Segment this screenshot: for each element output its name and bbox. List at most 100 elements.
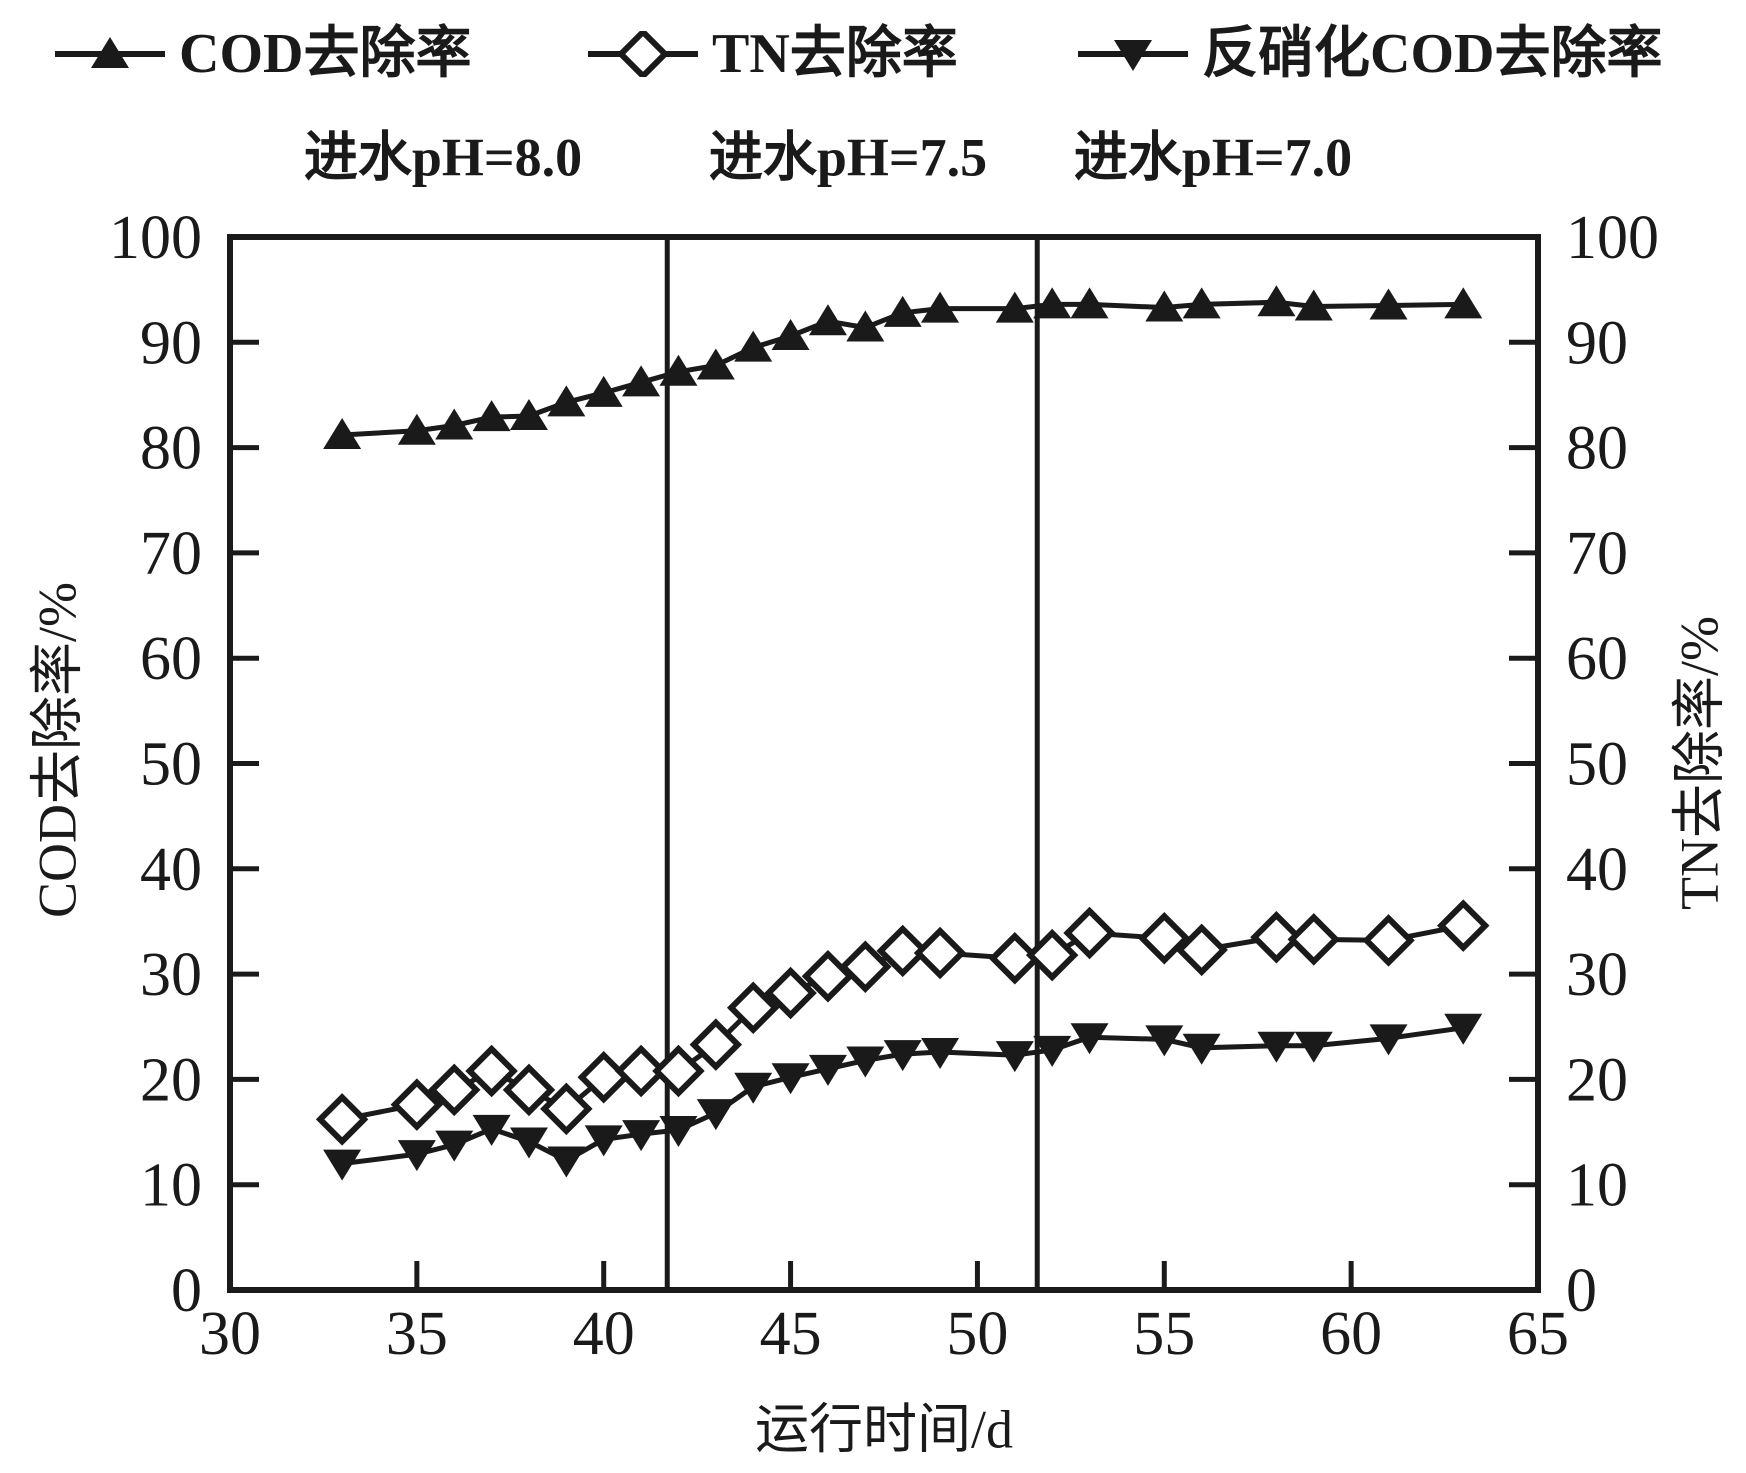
diamond-marker-icon xyxy=(502,1063,556,1117)
diamond-marker-icon xyxy=(1175,923,1228,977)
diamond-marker-icon xyxy=(1250,911,1303,964)
y-tick-label-left: 50 xyxy=(140,731,202,799)
series-markers-0 xyxy=(323,285,1483,449)
cod-series-legend-marker-icon xyxy=(55,37,165,68)
legend-item-cod: COD去除率 xyxy=(55,26,471,82)
triangle-down-marker-icon xyxy=(1444,1013,1483,1045)
y-tick-label-left: 100 xyxy=(109,204,202,272)
tn-series-legend-marker-icon xyxy=(588,31,698,77)
diamond-marker-icon xyxy=(764,966,817,1020)
y-tick-label-right: 90 xyxy=(1566,309,1628,377)
diamond-marker-icon xyxy=(1287,913,1341,966)
diamond-marker-icon xyxy=(726,981,780,1035)
y-tick-label-left: 10 xyxy=(140,1152,202,1220)
triangle-down-marker-icon xyxy=(846,1046,885,1078)
triangle-down-marker-icon xyxy=(995,1041,1034,1073)
triangle-up-marker-icon xyxy=(846,310,885,342)
triangle-up-marker-icon xyxy=(584,375,623,407)
series-markers-1 xyxy=(315,899,1490,1146)
triangle-up-marker-icon xyxy=(323,417,362,449)
triangle-down-marker-icon xyxy=(1257,1031,1296,1063)
y-tick-label-left: 80 xyxy=(140,415,202,483)
tn-series-legend-label: TN去除率 xyxy=(712,23,958,85)
diamond-marker-icon xyxy=(540,1082,593,1136)
triangle-up-marker-icon xyxy=(1182,287,1221,319)
y-tick-label-right: 60 xyxy=(1566,625,1628,693)
denitrification-cod-series-legend-label: 反硝化COD去除率 xyxy=(1202,23,1663,85)
y-tick-label-left: 20 xyxy=(140,1046,202,1114)
triangle-up-marker-icon xyxy=(734,330,773,362)
diamond-marker-icon xyxy=(1138,912,1191,965)
triangle-up-marker-icon xyxy=(995,291,1034,323)
y-axis-title-right: TN去除率/% xyxy=(1669,616,1730,910)
diamond-marker-icon xyxy=(390,1078,444,1131)
diamond-marker-icon xyxy=(315,1093,369,1146)
triangle-up-marker-icon xyxy=(509,399,548,431)
diamond-marker-icon xyxy=(1063,906,1116,960)
triangle-up-marker-icon xyxy=(1257,285,1296,317)
plot-frame xyxy=(227,234,1541,1293)
y-tick-label-left: 60 xyxy=(140,625,202,693)
triangle-down-marker-icon xyxy=(1114,40,1152,71)
diamond-marker-icon xyxy=(614,1044,668,1098)
triangle-up-marker-icon xyxy=(622,365,661,397)
y-tick-label-right: 30 xyxy=(1566,941,1628,1009)
x-axis-title: 运行时间/d xyxy=(754,1399,1014,1460)
triangle-up-marker-icon xyxy=(1145,290,1184,322)
triangle-up-marker-icon xyxy=(696,348,735,380)
y-tick-label-left: 90 xyxy=(140,309,202,377)
diamond-marker-icon xyxy=(616,31,670,77)
triangle-down-marker-icon xyxy=(1294,1031,1333,1063)
y-tick-label-right: 0 xyxy=(1566,1257,1597,1325)
triangle-down-marker-icon xyxy=(659,1115,698,1147)
y-tick-label-right: 100 xyxy=(1566,204,1659,272)
triangle-down-marker-icon xyxy=(509,1127,548,1159)
diamond-marker-icon xyxy=(1362,914,1415,967)
x-tick-label: 60 xyxy=(1320,1300,1382,1368)
legend-item-denitrification-cod: 反硝化COD去除率 xyxy=(1078,26,1662,82)
triangle-down-marker-icon xyxy=(584,1125,623,1157)
triangle-down-marker-icon xyxy=(397,1140,436,1172)
y-tick-label-right: 20 xyxy=(1566,1046,1628,1114)
diamond-marker-icon xyxy=(913,926,967,980)
cod-series-legend-label: COD去除率 xyxy=(179,23,472,85)
y-tick-label-right: 50 xyxy=(1566,731,1628,799)
triangle-down-marker-icon xyxy=(921,1038,960,1070)
legend-item-tn: TN去除率 xyxy=(588,26,958,82)
triangle-down-marker-icon xyxy=(1070,1023,1109,1055)
triangle-down-marker-icon xyxy=(622,1120,661,1152)
triangle-down-marker-icon xyxy=(1182,1033,1221,1065)
triangle-down-marker-icon xyxy=(547,1146,586,1178)
diamond-marker-icon xyxy=(1437,899,1490,952)
y-tick-label-right: 80 xyxy=(1566,415,1628,483)
triangle-down-marker-icon xyxy=(435,1130,474,1162)
triangle-up-marker-icon xyxy=(397,413,436,445)
triangle-down-marker-icon xyxy=(323,1149,362,1181)
triangle-up-marker-icon xyxy=(472,400,511,432)
triangle-up-marker-icon xyxy=(921,291,960,323)
diamond-marker-icon xyxy=(652,1044,705,1098)
diamond-marker-icon xyxy=(988,932,1042,985)
y-tick-label-left: 70 xyxy=(140,520,202,588)
triangle-up-marker-icon xyxy=(808,304,847,336)
triangle-up-marker-icon xyxy=(1070,287,1109,319)
x-tick-label: 65 xyxy=(1507,1300,1569,1368)
triangle-down-marker-icon xyxy=(1033,1035,1072,1067)
diamond-marker-icon xyxy=(876,924,929,978)
diamond-marker-icon xyxy=(465,1044,518,1098)
y-axis-title-left: COD去除率/% xyxy=(27,582,88,918)
triangle-down-marker-icon xyxy=(696,1099,735,1131)
x-tick-label: 55 xyxy=(1133,1300,1195,1368)
y-tick-label-left: 0 xyxy=(171,1257,202,1325)
triangle-up-marker-icon xyxy=(1444,287,1483,319)
triangle-up-marker-icon xyxy=(91,37,129,68)
triangle-down-marker-icon xyxy=(472,1114,511,1146)
diamond-marker-icon xyxy=(689,1018,743,1071)
phase-label-ph-7.5: 进水pH=7.5 xyxy=(708,127,988,188)
triangle-down-marker-icon xyxy=(771,1063,810,1095)
triangle-up-marker-icon xyxy=(1294,289,1333,321)
triangle-down-marker-icon xyxy=(734,1072,773,1104)
triangle-up-marker-icon xyxy=(547,385,586,417)
